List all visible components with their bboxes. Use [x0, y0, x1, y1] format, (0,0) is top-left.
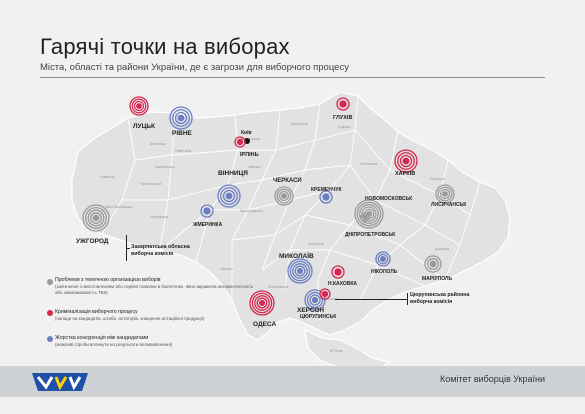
hotspot-kremenchuk-icon: [319, 190, 333, 204]
hotspot-vinnytsia-icon: [217, 184, 241, 208]
hotspot-dnipropetrovsk-icon: [360, 212, 370, 222]
svg-text:Миколаївська: Миколаївська: [268, 285, 288, 289]
hotspot-hlukhiv-icon: [336, 97, 350, 111]
svg-text:Луганська: Луганська: [430, 177, 445, 181]
marker-label-lysychansk: ЛИСИЧАНСЬК: [431, 202, 467, 208]
note-tsiurupynsk-commission: Цюрупинська районна виборча комісія: [410, 292, 470, 305]
svg-text:Київська: Київська: [248, 165, 261, 169]
hotspot-rivne-icon: [169, 106, 193, 130]
svg-text:Сумська: Сумська: [338, 125, 351, 129]
hotspot-zhmerynka-icon: [200, 204, 214, 218]
footer-organization: Комітет виборців України: [440, 374, 545, 384]
marker-label-vinnytsia: ВІННИЦЯ: [218, 170, 248, 177]
marker-label-kremenchuk: КРЕМЕНЧУК: [311, 187, 342, 193]
legend-dot-blue-icon: [47, 336, 53, 342]
note-connector-tsiurupynsk: [407, 293, 408, 305]
hotspot-cherkasy-icon: [274, 186, 294, 206]
svg-text:Житомирська: Житомирська: [240, 137, 260, 141]
note-zakarpattia-commission: Закарпатська обласна виборча комісія: [131, 244, 190, 257]
marker-label-cherkasy: ЧЕРКАСИ: [273, 178, 302, 184]
note-connector-tsiurupynsk-line: [335, 299, 407, 300]
hotspot-markers: [82, 96, 455, 316]
marker-label-kharkiv: ХАРКІВ: [395, 171, 415, 177]
svg-text:Івано-Франківська: Івано-Франківська: [105, 205, 132, 209]
title-divider: [40, 77, 545, 78]
svg-text:Волинська: Волинська: [150, 142, 166, 146]
marker-label-zhmerynka: ЖМЕРИНКА: [192, 222, 223, 228]
legend-title-technical: Проблеми з технічною організацією виборі…: [55, 277, 161, 283]
marker-label-nova-kakhovka: Н.КАХОВКА: [328, 281, 357, 287]
marker-label-tsiurupynsk: ЦЮРУПИНСЬК: [300, 314, 337, 320]
svg-text:Чернігівська: Чернігівська: [290, 122, 308, 126]
marker-label-irpin: ІРПІНЬ: [240, 152, 259, 158]
marker-label-odesa: ОДЕСА: [253, 321, 276, 328]
marker-label-kherson: ХЕРСОН: [297, 307, 324, 314]
legend-title-criminal: Криміналізація виборчого процесу: [55, 309, 138, 315]
svg-text:Донецька: Донецька: [435, 247, 449, 251]
svg-text:АР Крим: АР Крим: [330, 349, 343, 353]
legend-dot-red-icon: [47, 310, 53, 316]
legend-note-technical: (запізнення із виготовленням або серійні…: [55, 283, 254, 296]
kvu-logo-icon: [32, 373, 88, 391]
svg-text:Хмельницька: Хмельницька: [155, 165, 175, 169]
legend-note-criminal: (напади на кандидатів, штаби, агітаторів…: [55, 315, 205, 321]
marker-label-novomoskovsk: НОВОМОСКОВСЬК: [365, 196, 413, 202]
marker-label-mariupol: МАРІУПОЛЬ: [422, 276, 452, 282]
legend-dot-gray-icon: [47, 279, 53, 285]
marker-label-uzhhorod: УЖГОРОД: [76, 238, 109, 245]
svg-text:Тернопільська: Тернопільська: [140, 182, 162, 186]
hotspot-lutsk-icon: [129, 96, 149, 116]
marker-label-mykolaiv: МИКОЛАЇВ: [279, 252, 314, 260]
marker-label-hlukhiv: ГЛУХІВ: [333, 115, 352, 121]
svg-text:Львівська: Львівська: [100, 175, 115, 179]
svg-text:Рівненська: Рівненська: [175, 149, 192, 153]
hotspot-nikopol-icon: [375, 251, 391, 267]
page-subtitle: Міста, області та райони України, де є з…: [40, 62, 349, 73]
hotspot-irpin-icon: [234, 136, 246, 148]
marker-label-nikopol: НІКОПОЛЬ: [371, 269, 398, 275]
hotspot-tsiurupynsk-icon: [319, 288, 331, 300]
marker-label-kyiv: Київ: [241, 130, 252, 136]
hotspot-lysychansk-icon: [435, 184, 455, 204]
footer-bar: [0, 366, 585, 397]
svg-text:Херсонська: Херсонська: [320, 297, 338, 301]
hotspot-mykolaiv-icon: [287, 258, 313, 284]
hotspot-nova-kakhovka-icon: [331, 265, 345, 279]
svg-text:Полтавська: Полтавська: [360, 162, 377, 166]
hotspot-kharkiv-icon: [394, 149, 418, 173]
hotspot-odesa-icon: [249, 290, 275, 316]
legend-note-competition: (можливі спроби вплинути на результати в…: [55, 341, 173, 347]
legend-title-competition: Жорстка конкуренція між кандидатами: [55, 335, 149, 341]
svg-text:Чернівецька: Чернівецька: [150, 215, 169, 219]
svg-text:Одеська: Одеська: [220, 267, 233, 271]
marker-label-lutsk: ЛУЦЬК: [133, 123, 155, 130]
region-labels: Волинська Рівненська Житомирська Чернігі…: [100, 122, 449, 353]
svg-text:Кіровоградська: Кіровоградська: [240, 209, 263, 213]
marker-label-dnipropetrovsk: ДНІПРОПЕТРОВСЬК: [345, 232, 396, 238]
hotspot-kherson-icon: [304, 289, 326, 311]
page-title: Гарячі точки на виборах: [40, 34, 290, 59]
note-connector-zakarpattia-tick: [126, 248, 130, 249]
marker-label-rivne: РІВНЕ: [172, 130, 193, 137]
svg-text:Запорізька: Запорізька: [308, 242, 324, 246]
hotspot-novomoskovsk-icon: [354, 199, 384, 229]
hotspot-mariupol-icon: [424, 255, 442, 273]
hotspot-uzhhorod-icon: [82, 204, 110, 232]
